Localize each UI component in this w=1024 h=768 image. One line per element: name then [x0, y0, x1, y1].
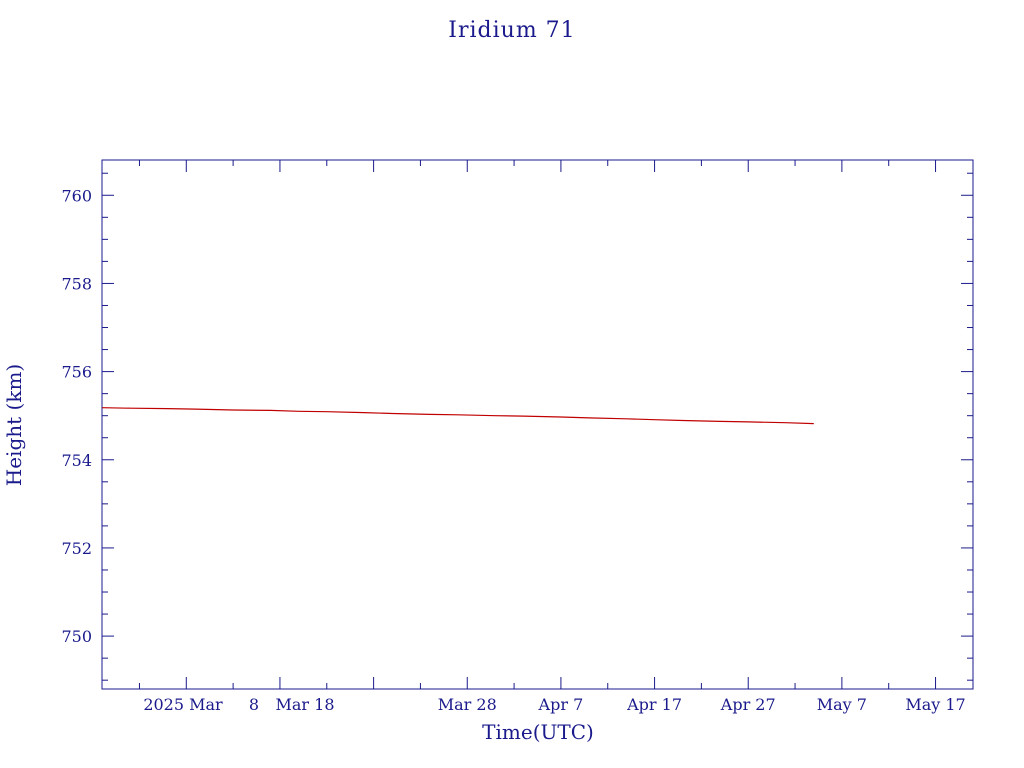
series-line — [101, 407, 814, 425]
x-tick-label: May 7 — [817, 695, 867, 714]
y-tick-label: 756 — [61, 363, 92, 382]
x-axis-ticks — [138, 160, 937, 689]
y-axis-label: Height (km) — [2, 364, 26, 486]
y-tick-label: 754 — [61, 451, 92, 470]
y-tick-label: 760 — [61, 186, 92, 205]
x-tick-label: 8 — [249, 695, 259, 714]
y-tick-label: 758 — [61, 274, 92, 293]
x-tick-label: 2025 Mar — [143, 695, 223, 714]
chart-title: Iridium 71 — [448, 18, 575, 43]
series-group — [101, 407, 814, 425]
x-tick-label: Mar 28 — [438, 695, 497, 714]
y-axis-tick-labels: 750 752 754 756 758 760 — [61, 186, 92, 646]
y-tick-label: 750 — [61, 627, 92, 646]
x-axis-tick-labels: 2025 Mar 8 Mar 18 Mar 28 Apr 7 Apr 17 Apr 27 Ma… — [143, 695, 965, 714]
x-tick-label: Apr 17 — [626, 695, 682, 714]
x-tick-label: May 17 — [905, 695, 965, 714]
y-tick-label: 752 — [61, 539, 92, 558]
x-axis-label: Time(UTC) — [482, 720, 594, 744]
x-tick-label: Mar 18 — [275, 695, 334, 714]
y-axis-ticks — [102, 172, 973, 681]
plot-frame — [101, 159, 974, 690]
x-tick-label: Apr 7 — [538, 695, 584, 714]
x-tick-label: Apr 27 — [720, 695, 776, 714]
